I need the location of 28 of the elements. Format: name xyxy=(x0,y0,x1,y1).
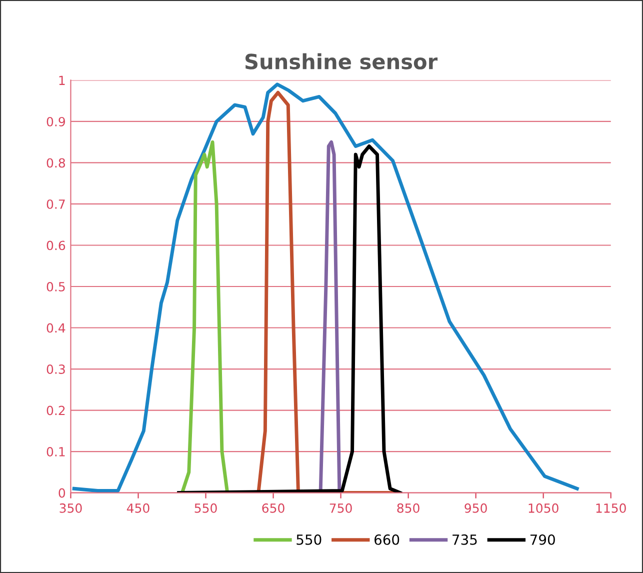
x-tick-label: 950 xyxy=(464,503,487,513)
line-series xyxy=(72,82,579,492)
line-series xyxy=(180,140,230,493)
legend-label: 660 xyxy=(374,534,400,545)
line-series xyxy=(177,144,402,493)
x-tick-label: 650 xyxy=(262,503,284,513)
legend-label: 550 xyxy=(296,534,322,545)
y-tick-label: 0.2 xyxy=(46,406,65,416)
y-tick-label: 0.7 xyxy=(46,199,65,209)
chart-title: Sunshine sensor xyxy=(245,53,438,70)
x-tick-label: 1150 xyxy=(596,503,626,513)
y-tick-label: 0 xyxy=(58,488,66,498)
y-tick-label: 0.6 xyxy=(46,240,66,250)
x-tick-label: 350 xyxy=(60,503,82,513)
x-tick-label: 450 xyxy=(126,503,150,513)
x-tick-label: 1050 xyxy=(528,503,558,513)
y-tick-label: 0.4 xyxy=(46,323,66,333)
y-tick-label: 0.5 xyxy=(46,282,65,292)
x-tick-label: 750 xyxy=(330,503,352,513)
x-tick-label: 850 xyxy=(397,503,420,513)
y-tick-label: 0.3 xyxy=(46,364,65,374)
legend-label: 790 xyxy=(530,534,555,545)
legend-label: 735 xyxy=(452,534,477,545)
y-tick-label: 0.1 xyxy=(46,446,65,456)
y-tick-label: 0.8 xyxy=(46,158,66,168)
y-tick-label: 1 xyxy=(59,76,65,85)
y-tick-label: 0.9 xyxy=(46,116,65,126)
x-tick-label: 550 xyxy=(194,503,217,513)
